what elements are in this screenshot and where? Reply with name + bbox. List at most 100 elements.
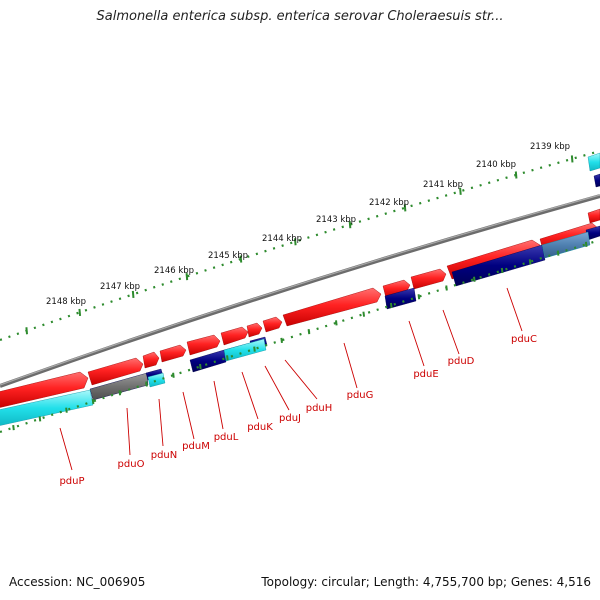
cds-arrow bbox=[89, 372, 149, 401]
outer-ruler-tick bbox=[239, 255, 243, 263]
leader-pduJ bbox=[264, 365, 290, 411]
reverse-cds-track bbox=[89, 173, 600, 401]
ruler-label-2146: 2146 kbp bbox=[154, 266, 194, 276]
cds-arrow bbox=[189, 349, 227, 373]
gene-label-pduJ: pduJ bbox=[279, 413, 301, 424]
inner-ruler bbox=[0, 238, 600, 434]
leader-pduP bbox=[59, 427, 73, 471]
cds-arrow bbox=[587, 208, 600, 224]
backbone-ring bbox=[0, 194, 600, 388]
outer-ruler bbox=[0, 149, 600, 342]
ruler-label-2144: 2144 kbp bbox=[262, 234, 302, 244]
cds-arrow bbox=[220, 326, 249, 346]
inner-ruler-tick bbox=[199, 363, 202, 370]
cds-arrow bbox=[410, 268, 447, 290]
outer-ruler-tick bbox=[185, 273, 189, 281]
leader-pduN bbox=[158, 398, 164, 447]
similarity-track bbox=[0, 152, 600, 426]
ruler-ticks bbox=[25, 155, 574, 335]
gene-label-pduD: pduD bbox=[448, 356, 475, 367]
outer-ruler-tick bbox=[348, 221, 352, 229]
inner-ruler-tick bbox=[362, 311, 366, 317]
leader-pduD bbox=[442, 309, 460, 355]
cds-arrow bbox=[593, 173, 600, 188]
ruler-label-2140: 2140 kbp bbox=[476, 160, 516, 170]
outer-ruler-tick bbox=[25, 327, 29, 335]
gene-label-pduC: pduC bbox=[511, 334, 537, 345]
gene-label-pduN: pduN bbox=[151, 450, 178, 461]
inner-ruler-tick bbox=[473, 276, 476, 282]
leader-pduG bbox=[343, 342, 358, 389]
cds-arrow bbox=[384, 287, 417, 310]
similarity-block bbox=[541, 231, 591, 259]
outer-ruler-tick bbox=[403, 204, 407, 212]
accession-text: Accession: NC_006905 bbox=[9, 575, 146, 589]
cds-arrow bbox=[0, 371, 89, 408]
gene-label-pduM: pduM bbox=[182, 441, 210, 452]
leader-pduE bbox=[408, 320, 425, 367]
similarity-block bbox=[587, 152, 600, 172]
inner-ruler-tick bbox=[172, 372, 175, 378]
gene-label-pduG: pduG bbox=[347, 390, 374, 401]
inner-ruler-tick bbox=[445, 285, 448, 291]
cds-arrow bbox=[159, 344, 187, 363]
inner-ruler-tick bbox=[307, 329, 311, 335]
cds-arrow bbox=[282, 287, 382, 327]
inner-ruler-tick bbox=[118, 390, 122, 396]
outer-ruler-tick bbox=[514, 171, 518, 179]
ruler-label-2142: 2142 kbp bbox=[369, 198, 409, 208]
outer-ruler-tick bbox=[78, 308, 82, 317]
cds-arrow bbox=[262, 316, 283, 333]
similarity-block bbox=[223, 338, 267, 362]
inner-ruler-tick bbox=[91, 398, 95, 405]
leader-pduK bbox=[241, 371, 259, 420]
inner-ruler-tick bbox=[226, 355, 229, 361]
inner-ruler-tick bbox=[417, 294, 421, 300]
outer-ruler-tick bbox=[131, 290, 135, 298]
inner-ruler-tick bbox=[335, 320, 338, 326]
leader-pduL bbox=[213, 380, 224, 430]
inner-ruler-tick bbox=[145, 381, 148, 387]
outer-ruler-tick bbox=[294, 238, 297, 246]
inner-ruler-ticks bbox=[12, 241, 588, 431]
cds-arrow bbox=[186, 334, 221, 356]
ruler-label-2148: 2148 kbp bbox=[46, 297, 86, 307]
leader-pduM bbox=[182, 391, 195, 440]
gene-leaders bbox=[59, 287, 523, 471]
gene-label-pduE: pduE bbox=[413, 369, 438, 380]
map-title: Salmonella enterica subsp. enterica sero… bbox=[96, 9, 504, 24]
ruler-label-2139: 2139 kbp bbox=[530, 142, 570, 152]
inner-ruler-tick bbox=[253, 346, 256, 352]
outer-ruler-tick bbox=[459, 187, 462, 195]
inner-ruler-tick bbox=[584, 241, 588, 247]
inner-ruler-tick bbox=[65, 407, 68, 413]
genome-summary-text: Topology: circular; Length: 4,755,700 bp… bbox=[261, 575, 591, 589]
gene-label-pduH: pduH bbox=[306, 403, 333, 414]
inner-ruler-tick bbox=[38, 416, 42, 422]
inner-ruler-tick bbox=[528, 259, 532, 265]
leader-pduO bbox=[126, 407, 131, 456]
outer-ruler-tick bbox=[570, 155, 574, 163]
similarity-block bbox=[147, 372, 166, 388]
similarity-block bbox=[0, 389, 94, 426]
inner-ruler-tick bbox=[500, 267, 504, 274]
inner-ruler-tick bbox=[280, 337, 283, 343]
ruler-label-2145: 2145 kbp bbox=[208, 251, 248, 261]
leader-pduH bbox=[284, 359, 318, 400]
gene-label-pduP: pduP bbox=[59, 476, 84, 487]
ruler-label-2147: 2147 kbp bbox=[100, 282, 140, 292]
ruler-label-2143: 2143 kbp bbox=[316, 215, 356, 225]
gene-label-pduK: pduK bbox=[247, 422, 273, 433]
ruler-label-2141: 2141 kbp bbox=[423, 180, 463, 190]
cds-arrow bbox=[451, 244, 546, 287]
gene-label-pduO: pduO bbox=[118, 459, 145, 470]
inner-ruler-tick bbox=[556, 250, 560, 256]
inner-ruler-tick bbox=[389, 302, 393, 309]
leader-pduC bbox=[506, 287, 523, 332]
cds-arrow bbox=[87, 357, 144, 386]
gene-label-pduL: pduL bbox=[214, 432, 239, 443]
cds-arrow bbox=[142, 351, 160, 369]
inner-ruler-tick bbox=[12, 425, 15, 431]
cds-arrow bbox=[246, 322, 263, 338]
